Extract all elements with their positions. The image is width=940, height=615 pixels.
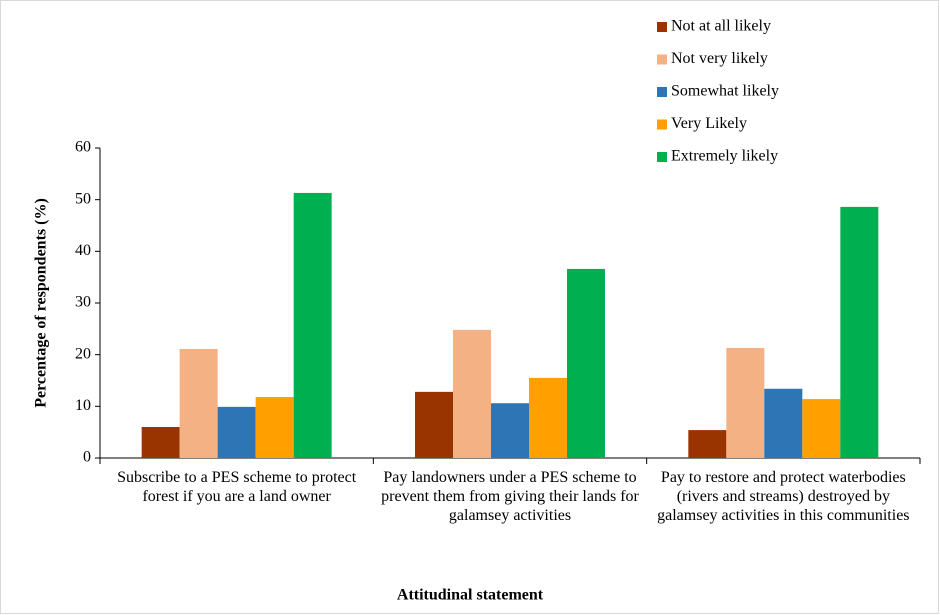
y-tick-label: 0 [83, 449, 91, 466]
y-axis-title: Percentage of respondents (%) [33, 198, 50, 408]
bar [688, 430, 727, 458]
legend-label: Not very likely [671, 50, 768, 67]
legend-swatch [657, 54, 667, 65]
bar [764, 388, 803, 458]
legend-label: Extremely likely [671, 148, 778, 165]
legend-label: Not at all likely [671, 18, 771, 35]
legend-label: Very Likely [671, 115, 747, 132]
legend-label: Somewhat likely [671, 83, 779, 100]
bar [529, 377, 567, 458]
bar [453, 329, 491, 458]
bar [567, 268, 605, 458]
bar [491, 403, 529, 458]
x-tick-label: Pay landowners under a PES scheme to pre… [381, 469, 639, 524]
bar [255, 397, 294, 458]
bar [415, 391, 453, 458]
y-tick-label: 20 [75, 345, 91, 362]
y-tick-label: 10 [75, 397, 91, 414]
bar [141, 427, 180, 458]
bar [840, 206, 879, 458]
y-tick-label: 30 [75, 294, 91, 311]
bar [293, 192, 332, 458]
bar [802, 399, 841, 458]
x-tick-label: Subscribe to a PES scheme to protect for… [117, 469, 357, 505]
legend-swatch [657, 87, 667, 97]
y-tick-label: 50 [75, 190, 91, 207]
legend-swatch [657, 152, 667, 162]
legend-swatch [657, 119, 667, 130]
bar [726, 347, 765, 458]
x-tick-label: Pay to restore and protect waterbodies (… [657, 469, 910, 524]
y-tick-label: 40 [75, 242, 91, 259]
bar [179, 348, 218, 458]
x-axis-title: Attitudinal statement [397, 587, 544, 604]
legend-swatch [657, 22, 667, 32]
y-tick-label: 60 [75, 139, 91, 156]
bar [217, 406, 256, 458]
